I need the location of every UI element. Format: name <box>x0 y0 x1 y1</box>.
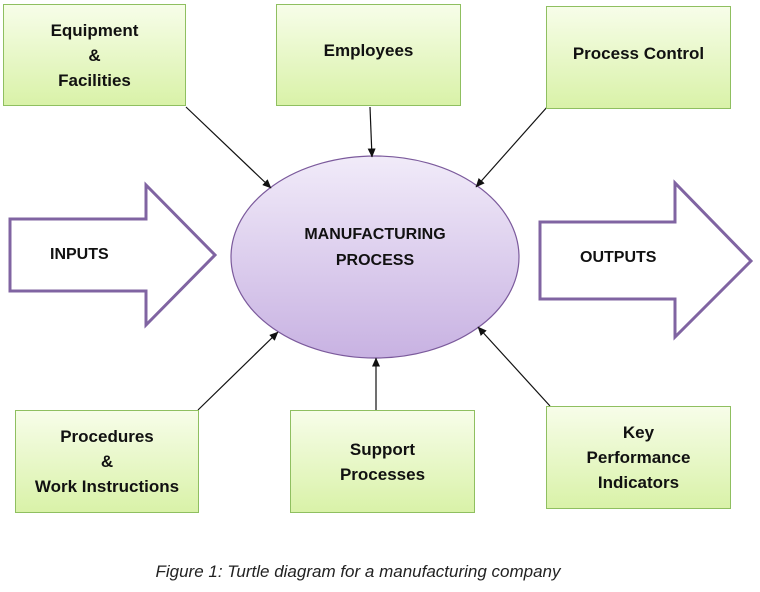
process-control-connector-arrow <box>475 105 549 188</box>
support-processes-box: Support Processes <box>290 410 475 513</box>
outputs-arrow <box>538 179 754 341</box>
box-text-line: Procedures <box>60 427 154 446</box>
box-text-line: Equipment <box>50 20 139 40</box>
center-label-line: PROCESS <box>335 252 415 269</box>
procedures-work-instructions-box: Procedures & Work Instructions <box>15 410 199 513</box>
box-text-line: Support <box>349 439 416 459</box>
procedures-connector-arrow <box>197 331 279 411</box>
key-performance-indicators-box: Key Performance Indicators <box>546 406 731 509</box>
box-text-line: Process Control <box>572 44 705 63</box>
outputs-label: OUTPUTS <box>580 249 657 266</box>
box-text-line: Performance <box>586 448 691 467</box>
employees-box: Employees <box>276 4 461 106</box>
figure-caption: Figure 1: Turtle diagram for a manufactu… <box>155 562 561 581</box>
inputs-label: INPUTS <box>50 246 109 263</box>
box-text-line: Key <box>622 423 655 442</box>
box-text-line: & <box>100 452 114 471</box>
kpi-connector-arrow <box>477 326 551 407</box>
equipment-connector-arrow <box>185 106 272 189</box>
center-label-line: MANUFACTURING <box>304 226 446 243</box>
box-text-line: Facilities <box>58 70 131 90</box>
box-text-line: Work Instructions <box>34 477 180 496</box>
box-text-line: Indicators <box>597 473 680 492</box>
inputs-arrow <box>8 181 218 329</box>
process-control-box: Process Control <box>546 6 731 109</box>
box-text-line: & <box>88 45 101 65</box>
employees-connector-arrow <box>367 106 376 158</box>
box-text-line: Employees <box>323 41 414 60</box>
box-text-line: Processes <box>339 464 426 484</box>
manufacturing-process-label: MANUFACTURING PROCESS <box>232 222 518 274</box>
equipment-facilities-box: Equipment & Facilities <box>3 4 186 106</box>
